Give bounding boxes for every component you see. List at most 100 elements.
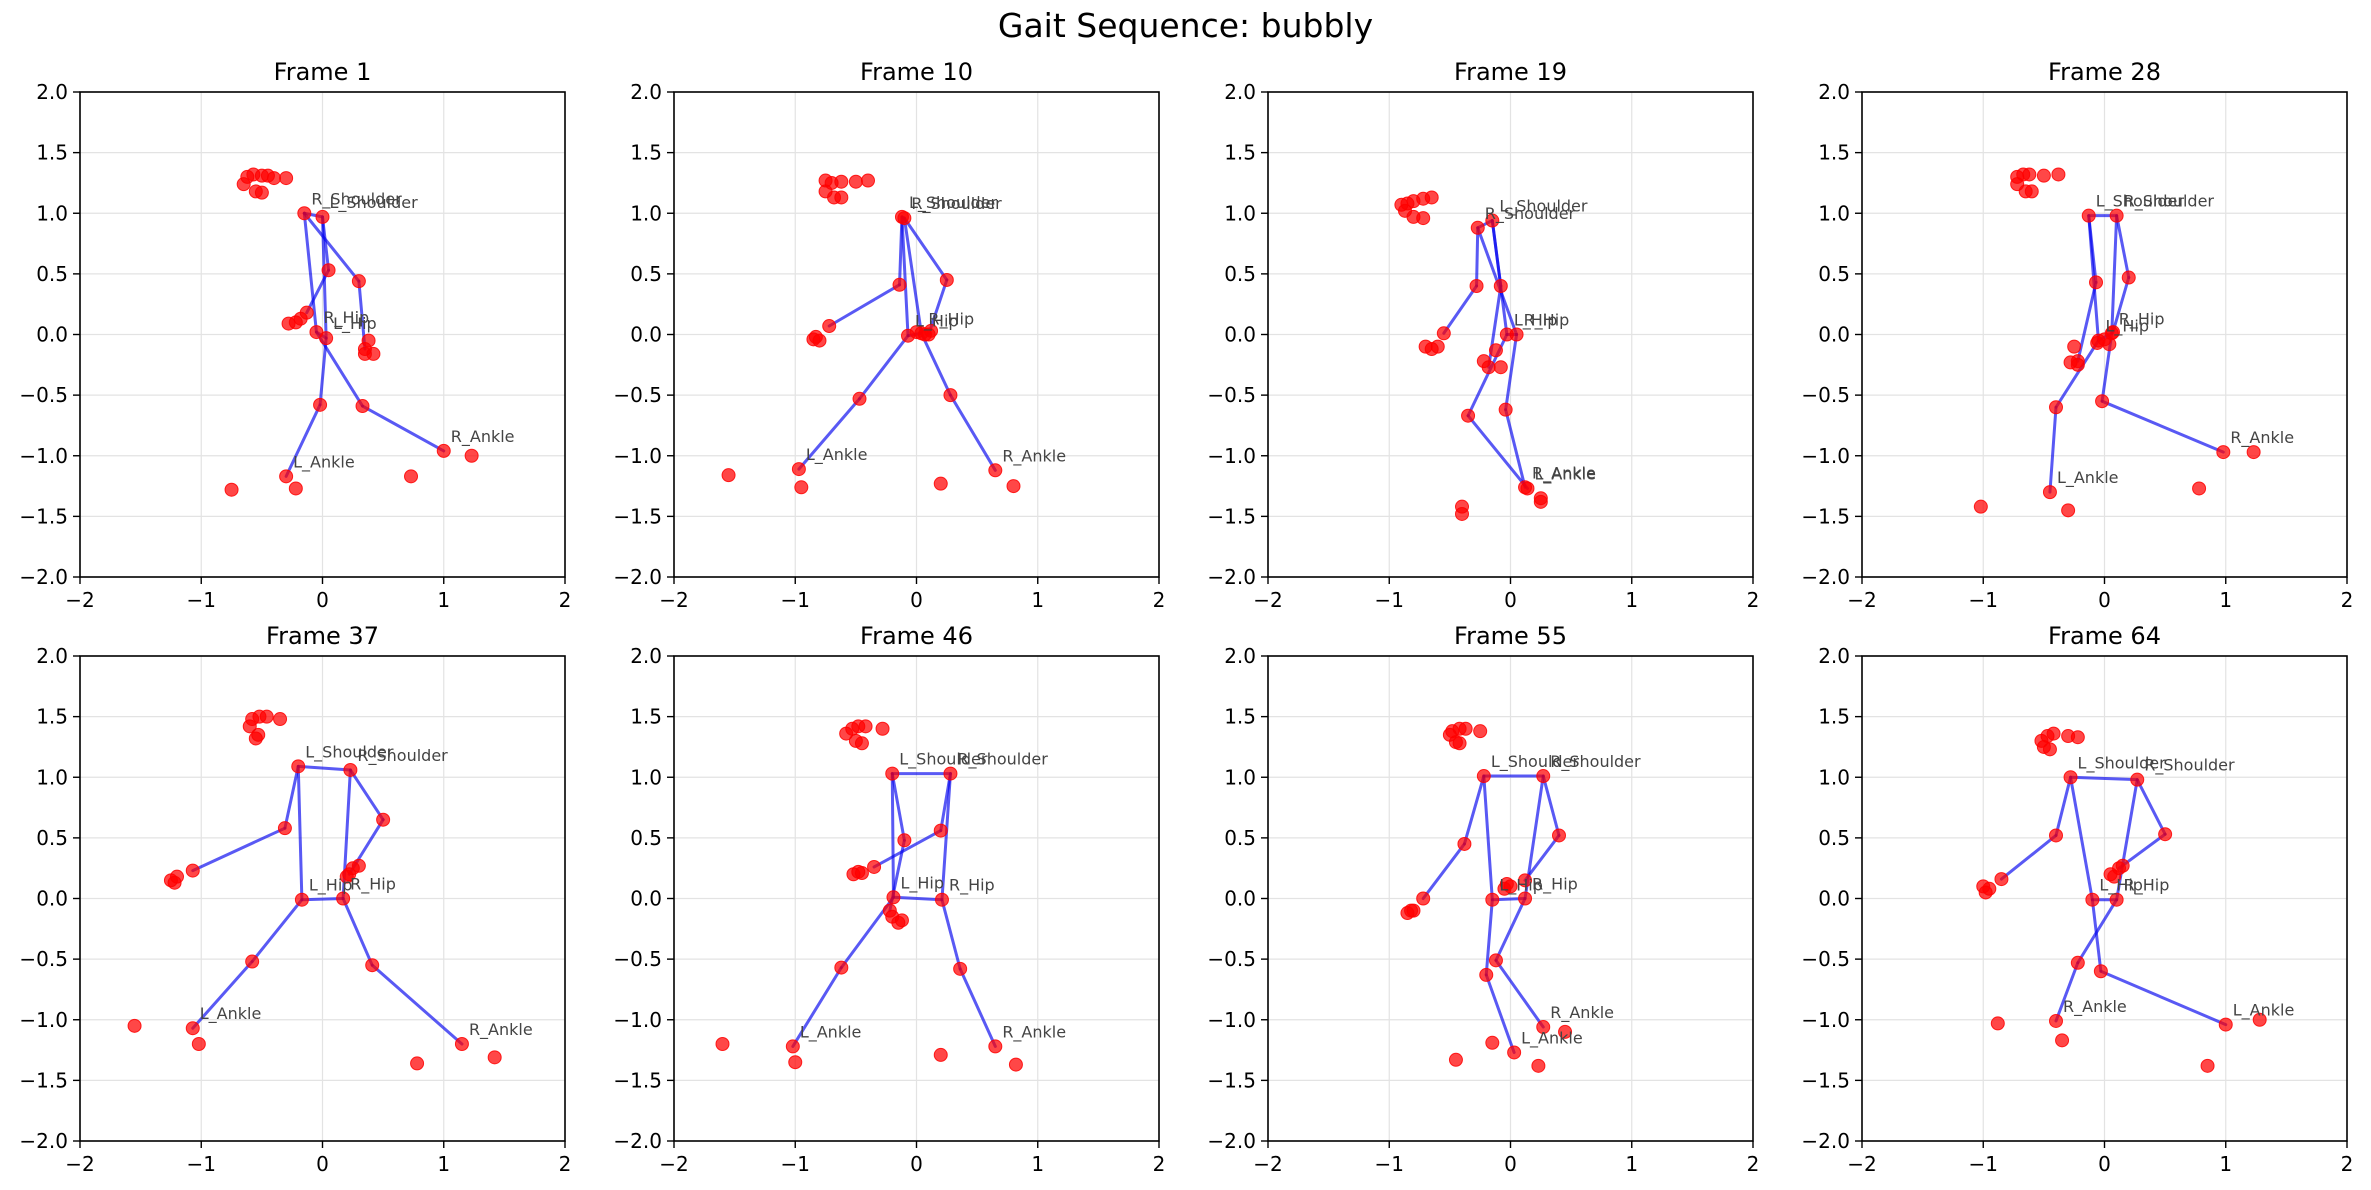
joint-label: R_Hip bbox=[949, 876, 995, 896]
joint-point bbox=[2121, 270, 2136, 285]
y-tick-label: 0.5 bbox=[36, 262, 68, 286]
bone-line bbox=[1482, 774, 1494, 902]
keypoint bbox=[1473, 724, 1488, 739]
joint-label: L_Ankle bbox=[1534, 464, 1596, 484]
keypoint bbox=[1973, 499, 1988, 514]
joint-point bbox=[1994, 872, 2009, 887]
y-tick-label: −2.0 bbox=[19, 565, 68, 589]
keypoint bbox=[1493, 360, 1508, 375]
keypoint bbox=[788, 1055, 803, 1070]
joint-label: R_Ankle bbox=[2230, 428, 2294, 448]
keypoint bbox=[2070, 730, 2085, 745]
keypoint bbox=[242, 719, 257, 734]
joint-point bbox=[834, 960, 849, 975]
joint-point bbox=[933, 823, 948, 838]
joint-label: R_Shoulder bbox=[311, 189, 402, 209]
y-tick-label: 1.5 bbox=[36, 141, 68, 165]
joint-point bbox=[294, 892, 309, 907]
bone-line bbox=[827, 283, 902, 328]
bone-line bbox=[890, 772, 895, 899]
bone-line bbox=[1494, 897, 1527, 962]
x-tick-label: −2 bbox=[659, 588, 688, 612]
joint-label: R_Hip bbox=[1532, 875, 1578, 895]
joint-point bbox=[1536, 769, 1551, 784]
bone-line bbox=[902, 216, 923, 335]
bone-line bbox=[1475, 226, 1480, 288]
x-tick-label: −1 bbox=[781, 588, 810, 612]
y-tick-label: −2.0 bbox=[19, 1129, 68, 1153]
bone-line bbox=[791, 966, 843, 1048]
keypoint bbox=[794, 480, 809, 495]
joint-label: L_Shoulder bbox=[305, 742, 394, 762]
joint-point bbox=[365, 958, 380, 973]
joint-point bbox=[1518, 891, 1533, 906]
joint-point bbox=[2063, 770, 2078, 785]
y-tick-label: 2.0 bbox=[630, 80, 662, 104]
keypoint bbox=[191, 1037, 206, 1051]
bone-line bbox=[302, 211, 361, 283]
joint-point bbox=[934, 892, 949, 907]
keypoint bbox=[1416, 211, 1431, 226]
bone-line bbox=[296, 764, 304, 902]
joint-point bbox=[1461, 408, 1476, 423]
y-tick-label: −1.0 bbox=[19, 1008, 68, 1032]
bone-line bbox=[2069, 775, 2094, 902]
x-tick-label: −2 bbox=[1253, 1152, 1282, 1176]
bone-line bbox=[1541, 774, 1561, 837]
bone-line bbox=[283, 764, 300, 830]
bone-line bbox=[191, 960, 254, 1030]
keypoint bbox=[721, 468, 736, 483]
joint-point bbox=[2049, 400, 2063, 415]
y-tick-label: 1.0 bbox=[630, 201, 662, 225]
joint-point bbox=[1416, 891, 1431, 906]
joint-label: L_Hip bbox=[900, 873, 944, 893]
y-tick-label: 0.5 bbox=[1224, 826, 1256, 850]
bone-line bbox=[348, 768, 385, 822]
y-tick-label: −1.0 bbox=[19, 444, 68, 468]
x-tick-label: −1 bbox=[1969, 1152, 1998, 1176]
keypoint bbox=[812, 333, 827, 348]
joint-label: L_Shoulder bbox=[899, 750, 988, 770]
bone-line bbox=[2048, 405, 2058, 494]
keypoint bbox=[2067, 339, 2082, 354]
x-tick-label: −2 bbox=[1253, 588, 1282, 612]
joint-label: R_Hip bbox=[1524, 311, 1570, 331]
x-tick-label: −1 bbox=[1375, 588, 1404, 612]
bone-line bbox=[321, 215, 328, 340]
y-tick-label: −1.5 bbox=[1207, 1068, 1256, 1092]
joint-label: L_Shoulder bbox=[1499, 197, 1588, 217]
joint-point bbox=[897, 833, 912, 848]
joint-point bbox=[336, 891, 351, 906]
keypoint bbox=[254, 185, 269, 200]
bone-line bbox=[1494, 958, 1545, 1029]
keypoint bbox=[2246, 445, 2261, 460]
joint-point bbox=[376, 812, 391, 827]
x-tick-label: −1 bbox=[187, 1152, 216, 1176]
joint-point bbox=[2158, 827, 2173, 842]
keypoint bbox=[885, 909, 900, 924]
bone-line bbox=[2111, 276, 2131, 334]
bone-line bbox=[940, 898, 962, 971]
bone-line bbox=[2115, 214, 2131, 280]
panel-title: Frame 37 bbox=[266, 622, 379, 650]
keypoint bbox=[875, 721, 890, 736]
joint-point bbox=[2093, 964, 2108, 979]
joint-label: L_Shoulder bbox=[330, 193, 419, 213]
joint-label: R_Ankle bbox=[1550, 1003, 1614, 1023]
joint-label: L_Shoulder bbox=[1491, 752, 1580, 772]
y-tick-label: −2.0 bbox=[1207, 565, 1256, 589]
y-tick-label: −1.5 bbox=[1801, 504, 1850, 528]
y-tick-label: 0.0 bbox=[36, 887, 68, 911]
keypoint bbox=[1488, 343, 1503, 358]
joint-label: L_Shoulder bbox=[909, 193, 998, 213]
x-tick-label: 1 bbox=[1625, 588, 1638, 612]
joint-label: R_Ankle bbox=[1002, 1022, 1066, 1042]
y-tick-label: −1.0 bbox=[613, 1008, 662, 1032]
keypoint bbox=[2042, 742, 2057, 757]
keypoint bbox=[279, 171, 294, 186]
joint-point bbox=[2085, 892, 2100, 907]
keypoint bbox=[2046, 726, 2061, 741]
